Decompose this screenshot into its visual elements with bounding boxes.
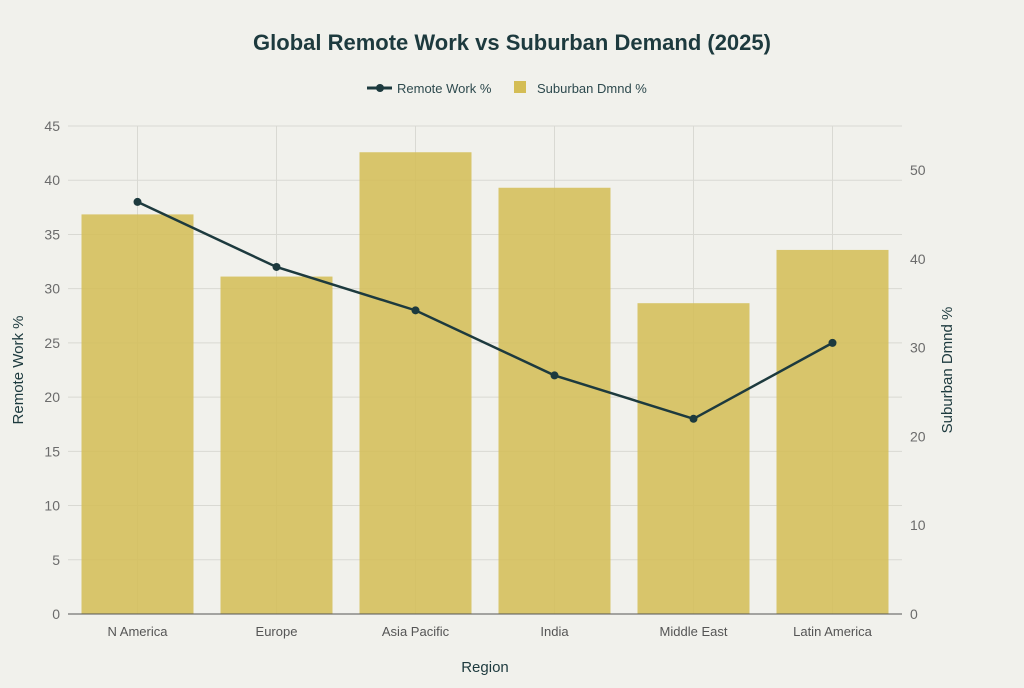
suburban-bar — [359, 152, 472, 615]
x-tick-label: Middle East — [660, 624, 728, 639]
y-right-tick-label: 10 — [910, 517, 926, 533]
remote-work-point — [411, 306, 420, 315]
x-tick-label: Latin America — [793, 624, 873, 639]
x-tick-label: India — [540, 624, 569, 639]
y-left-tick-label: 5 — [52, 552, 60, 568]
y-right-tick-label: 40 — [910, 251, 926, 267]
remote-work-point — [550, 371, 559, 380]
y-axis-right-title: Suburban Dmnd % — [939, 307, 956, 434]
y-left-tick-label: 45 — [44, 118, 60, 134]
legend: Remote Work % Suburban Dmnd % — [367, 81, 647, 96]
suburban-bar — [776, 249, 889, 615]
y-right-tick-label: 0 — [910, 606, 918, 622]
x-axis-title: Region — [461, 659, 509, 676]
suburban-bar — [498, 187, 611, 614]
y-right-tick-label: 50 — [910, 162, 926, 178]
y-left-tick-label: 15 — [44, 443, 60, 459]
x-tick-label: Europe — [256, 624, 298, 639]
y-left-tick-label: 40 — [44, 172, 60, 188]
legend-label-suburban: Suburban Dmnd % — [537, 81, 647, 96]
legend-dot-marker — [376, 84, 384, 92]
y-right-tick-label: 30 — [910, 340, 926, 356]
suburban-bar — [637, 303, 750, 614]
y-left-tick-label: 10 — [44, 498, 60, 514]
x-tick-label: N America — [108, 624, 169, 639]
y-left-tick-label: 30 — [44, 281, 60, 297]
suburban-bar — [81, 214, 194, 614]
y-left-tick-label: 20 — [44, 389, 60, 405]
y-left-tick-label: 0 — [52, 606, 60, 622]
chart-title: Global Remote Work vs Suburban Demand (2… — [253, 30, 771, 55]
y-axis-left-title: Remote Work % — [10, 316, 27, 425]
x-tick-label: Asia Pacific — [382, 624, 450, 639]
remote-work-line — [136, 200, 834, 421]
y-left-tick-label: 35 — [44, 226, 60, 242]
remote-work-point — [828, 338, 837, 347]
remote-work-point — [133, 197, 142, 206]
legend-bar-marker — [514, 81, 526, 93]
legend-label-remote: Remote Work % — [397, 81, 492, 96]
y-left-tick-label: 25 — [44, 335, 60, 351]
remote-work-point — [689, 414, 698, 423]
suburban-bar — [220, 276, 333, 614]
remote-work-point — [272, 262, 281, 271]
y-right-tick-label: 20 — [910, 428, 926, 444]
